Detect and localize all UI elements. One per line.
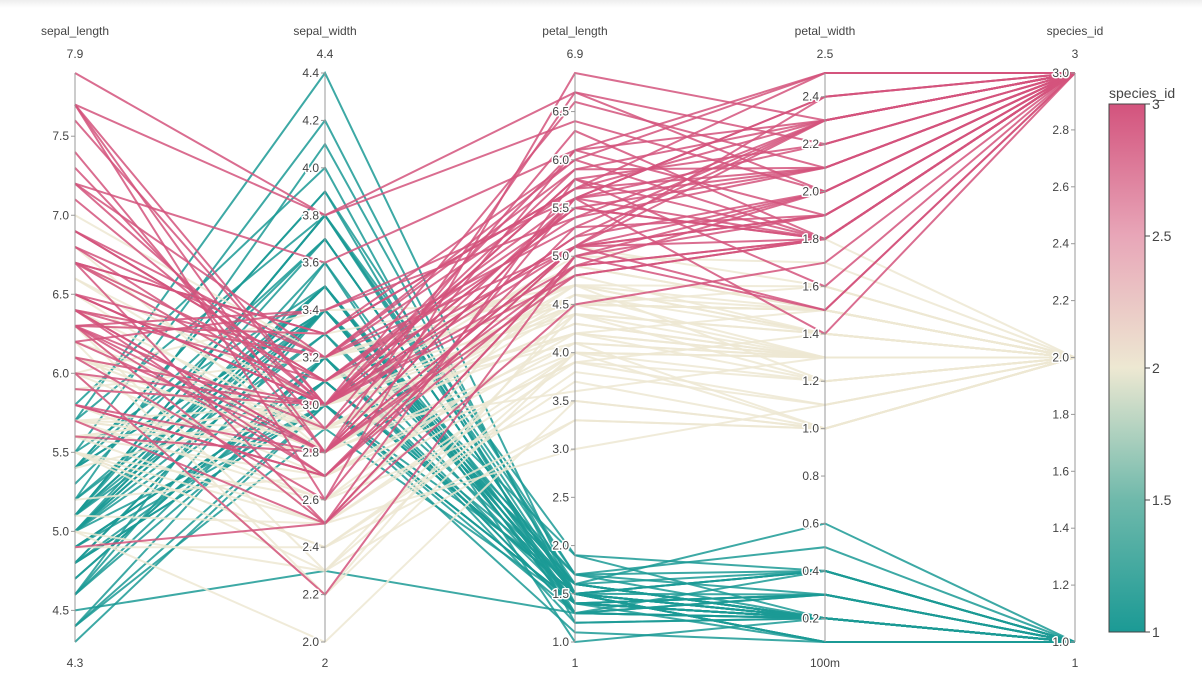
axis-tick-label: 3.4 (302, 303, 319, 317)
colorbar-gradient (1108, 103, 1146, 633)
axis-title: sepal_width (293, 24, 356, 38)
colorbar-tick-label: 2 (1152, 360, 1160, 376)
axis-range-max: 4.4 (317, 47, 334, 61)
axis-tick-label: 4.0 (302, 161, 319, 175)
axis-tick-label: 3.0 (552, 442, 569, 456)
axis-tick-label: 1.0 (552, 635, 569, 649)
axis-tick-label: 2.6 (1052, 180, 1069, 194)
axis-tick-label: 1.6 (802, 279, 819, 293)
axis-tick-label: 4.0 (552, 346, 569, 360)
axis-range-max: 7.9 (67, 47, 84, 61)
axis-range-min: 4.3 (67, 656, 84, 670)
axis-range-max: 6.9 (567, 47, 584, 61)
axis-tick-label: 4.2 (302, 113, 319, 127)
axis-tick-label: 6.5 (552, 105, 569, 119)
axis-range-min: 1 (572, 656, 579, 670)
axis-tick-label: 2.4 (802, 90, 819, 104)
axis-range-max: 3 (1072, 47, 1079, 61)
axis-tick-label: 5.0 (52, 524, 69, 538)
axis-tick-label: 1.0 (802, 422, 819, 436)
axis-tick-label: 5.5 (552, 201, 569, 215)
colorbar-ticks: 1 1.5 2 2.5 3 (1145, 96, 1172, 640)
axis-petal-length[interactable]: petal_length 6.9 11.0 1.5 2.0 2.5 3.0 3.5 4.0 4.5… (542, 24, 607, 670)
axis-tick-label: 0.2 (802, 611, 819, 625)
axis-tick-label: 1.6 (1052, 464, 1069, 478)
axis-tick-label: 2.0 (302, 635, 319, 649)
colorbar-tick-label: 3 (1152, 96, 1160, 112)
axis-tick-label: 5.5 (52, 445, 69, 459)
axis-title: species_id (1047, 24, 1104, 38)
axis-range-max: 2.5 (817, 47, 834, 61)
axis-tick-label: 2.8 (1052, 123, 1069, 137)
axis-tick-label: 3.0 (302, 398, 319, 412)
axis-title: sepal_length (41, 24, 109, 38)
colorbar-tick-label: 1 (1152, 624, 1160, 640)
axis-tick-label: 3.0 (1052, 66, 1069, 80)
axis-tick-label: 7.0 (52, 208, 69, 222)
axes-layer: sepal_length7.94.34.55.05.56.06.57.07.5s… (41, 24, 1103, 670)
axis-tick-label: 4.5 (552, 297, 569, 311)
axis-tick-label: 7.5 (52, 129, 69, 143)
axis-tick-label: 2.8 (302, 445, 319, 459)
axis-tick-label: 3.8 (302, 208, 319, 222)
axis-tick-label: 2.4 (1052, 237, 1069, 251)
colorbar-title: species_id (1109, 85, 1175, 101)
axis-tick-label: 2.0 (1052, 351, 1069, 365)
top-shadow (0, 0, 1202, 8)
axis-range-min: 100m (810, 656, 840, 670)
colorbar: species_id 1 1.5 2 2.5 3 (1108, 85, 1175, 640)
axis-tick-label: 1.5 (552, 587, 569, 601)
axis-tick-label: 2.2 (302, 588, 319, 602)
axis-sepal-width[interactable]: sepal_width 4.4 22.0 2.2 2.4 2.6 2.8 3.0 3.2 3.4 3… (293, 24, 356, 670)
axis-tick-label: 2.6 (302, 493, 319, 507)
axis-tick-label: 6.0 (552, 153, 569, 167)
axis-title: petal_width (795, 24, 856, 38)
axis-tick-label: 2.0 (802, 185, 819, 199)
axis-tick-label: 1.4 (1052, 521, 1069, 535)
axis-tick-label: 6.5 (52, 287, 69, 301)
axis-tick-label: 2.4 (302, 540, 319, 554)
axis-range-min: 1 (1072, 656, 1079, 670)
axis-tick-label: 1.0 (1052, 635, 1069, 649)
colorbar-tick-label: 1.5 (1152, 492, 1172, 508)
axis-tick-label: 0.4 (802, 564, 819, 578)
axis-tick-label: 2.2 (1052, 294, 1069, 308)
axis-tick-label: 2.5 (552, 490, 569, 504)
axis-range-min: 2 (322, 656, 329, 670)
axis-tick-label: 1.4 (802, 327, 819, 341)
axis-title: petal_length (542, 24, 607, 38)
axis-sepal-length[interactable]: sepal_length 7.9 4.3 4.5 5.0 5.5 6.0 6.5 7.0 7.5 (41, 24, 109, 670)
axis-tick-label: 2.0 (552, 539, 569, 553)
axis-species-id[interactable]: species_id 3 11.0 1.2 1.4 1.6 1.8 2.0 2.2 2.4 2.6 2… (1047, 24, 1104, 670)
colorbar-tick-label: 2.5 (1152, 228, 1172, 244)
axis-tick-label: 1.2 (802, 374, 819, 388)
axis-tick-label: 2.2 (802, 137, 819, 151)
axis-tick-label: 1.8 (1052, 407, 1069, 421)
axis-tick-label: 0.8 (802, 469, 819, 483)
axis-tick-label: 3.6 (302, 256, 319, 270)
axis-tick-label: 4.5 (52, 603, 69, 617)
axis-tick-label: 3.2 (302, 351, 319, 365)
axis-tick-label: 1.2 (1052, 578, 1069, 592)
axis-tick-label: 1.8 (802, 232, 819, 246)
axis-petal-width[interactable]: petal_width 2.5 100m 0.2 0.4 0.6 0.8 1.0 1.2 1.4 1… (795, 24, 856, 670)
axis-tick-label: 4.4 (302, 66, 319, 80)
axis-tick-label: 0.6 (802, 516, 819, 530)
axis-tick-label: 5.0 (552, 249, 569, 263)
axis-tick-label: 6.0 (52, 366, 69, 380)
axis-tick-label: 3.5 (552, 394, 569, 408)
